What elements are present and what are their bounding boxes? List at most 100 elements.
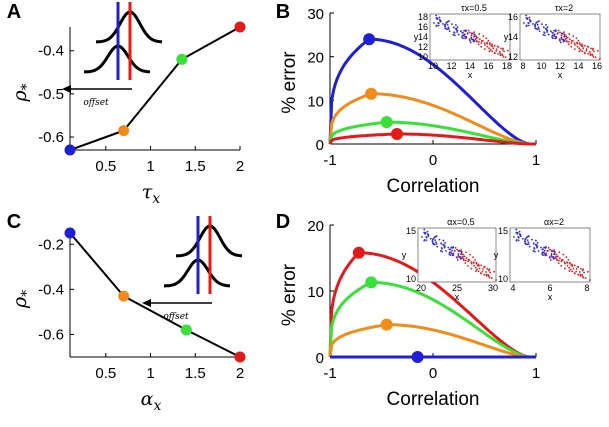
scatter-inset-1-red-dot — [467, 260, 470, 263]
scatter-inset-2-red-dot — [558, 257, 561, 260]
scatter-inset-1-red-dot — [499, 54, 502, 57]
scatter-inset-1-red-dot — [464, 259, 467, 262]
scatter-inset-1-red-dot — [486, 267, 489, 270]
scatter-inset-1-blue-dot — [452, 33, 455, 36]
scatter-inset-1-blue-dot — [429, 237, 432, 240]
scatter-inset-2-blue-dot — [543, 34, 546, 37]
scatter-inset-2-blue-dot — [551, 256, 554, 259]
scatter-inset-2-blue-dot — [542, 33, 545, 36]
scatter-inset-2-red-dot — [550, 252, 553, 255]
scatter-inset-1-red-dot — [482, 35, 485, 38]
scatter-inset-2-red-dot — [566, 36, 569, 39]
x-axis-label-sub: x — [152, 191, 160, 207]
series-marker-orange — [380, 318, 393, 331]
scatter-inset-1-red-dot — [503, 50, 505, 53]
scatter-inset-1-blue-dot — [445, 22, 447, 24]
scatter-inset-1-blue-dot — [453, 31, 456, 34]
scatter-inset-1-red-dot — [469, 31, 471, 34]
scatter-inset-1-blue-dot — [435, 243, 438, 245]
data-point — [176, 53, 188, 65]
scatter-inset-2-blue-dot — [528, 16, 531, 19]
scatter-inset-1-x-tick: 30 — [488, 283, 498, 293]
scatter-inset-1-red-dot — [488, 276, 491, 279]
scatter-inset-2-red-dot — [575, 268, 578, 270]
scatter-inset-2-title: αx=2 — [544, 217, 564, 227]
scatter-inset-2-blue-dot — [526, 239, 529, 242]
scatter-inset-1-blue-dot — [455, 29, 458, 31]
scatter-inset-2-red-dot — [582, 47, 585, 50]
scatter-inset-2-blue-dot — [526, 18, 529, 21]
scatter-inset-1-red-dot — [489, 48, 492, 51]
scatter-inset-1-red-dot — [475, 261, 478, 264]
scatter-inset-2-blue-dot — [534, 239, 537, 242]
x-axis-label: τx — [142, 181, 161, 207]
offset-arrow-head — [62, 85, 71, 93]
y-tick-label: 0 — [316, 137, 324, 154]
scatter-inset-2-blue-dot — [552, 34, 555, 37]
scatter-inset-1-x-tick: 16 — [483, 61, 493, 71]
y-tick-label: -0.5 — [38, 86, 64, 103]
scatter-inset-1-red-dot — [487, 275, 490, 278]
scatter-inset-1-blue-dot — [426, 230, 429, 233]
scatter-inset-1-blue-dot — [434, 239, 437, 242]
scatter-inset-2-blue-dot — [527, 241, 530, 244]
scatter-inset-1-blue-dot — [473, 35, 476, 38]
data-point — [64, 227, 76, 239]
data-point — [64, 144, 76, 156]
scatter-inset-2-red-dot — [568, 266, 571, 269]
scatter-inset-1-red-dot — [495, 48, 498, 51]
x-tick-label: 2 — [236, 365, 244, 382]
scatter-inset-2-red-dot — [597, 49, 599, 52]
scatter-inset-1-x-tick: 20 — [416, 283, 426, 293]
scatter-inset-2-blue-dot — [563, 35, 566, 38]
scatter-inset-2-blue-dot — [525, 14, 528, 17]
scatter-inset-1-red-dot — [492, 47, 495, 50]
scatter-inset-1-red-dot — [485, 37, 488, 40]
scatter-inset-2-y-tick: 12 — [508, 52, 518, 62]
scatter-inset-2-blue-dot — [513, 236, 515, 238]
offset-arrow-head — [142, 299, 151, 307]
scatter-inset-1-red-dot — [490, 277, 493, 279]
scatter-inset-1-red-dot — [495, 279, 497, 281]
rho-line — [69, 232, 241, 358]
scatter-inset-2-x-tick: 8 — [520, 61, 525, 71]
scatter-inset-2-blue-dot — [525, 25, 528, 28]
scatter-inset-2-blue-dot — [537, 249, 540, 252]
scatter-inset-1-red-dot — [466, 264, 469, 267]
panel-letter: C — [7, 211, 21, 233]
scatter-inset-1-red-dot — [482, 268, 484, 270]
scatter-inset-2-blue-dot — [535, 244, 538, 246]
x-axis-label-sub: x — [153, 398, 161, 414]
scatter-inset-2-blue-dot — [545, 252, 548, 255]
scatter-inset-1-blue-dot — [447, 28, 450, 30]
scatter-inset-1-blue-dot — [435, 14, 438, 17]
y-axis-label-sub: * — [19, 290, 35, 297]
scatter-inset-2-red-dot — [557, 262, 560, 264]
scatter-inset-2-blue-dot — [538, 30, 541, 33]
scatter-inset-2-red-dot — [580, 267, 582, 270]
scatter-inset-1-red-dot — [477, 43, 480, 46]
scatter-inset-1-blue-dot — [436, 18, 439, 21]
scatter-inset-2-red-dot — [573, 264, 576, 267]
scatter-inset-1-red-dot — [499, 52, 502, 55]
scatter-inset-2-x-tick: 10 — [536, 61, 546, 71]
scatter-inset-2-red-dot — [563, 267, 566, 270]
scatter-inset-1-red-dot — [504, 56, 507, 59]
scatter-inset-2-y-tick: 10 — [498, 274, 508, 284]
scatter-inset-1-red-dot — [470, 261, 473, 264]
scatter-inset-2-red-dot — [556, 259, 558, 262]
scatter-inset-1-blue-dot — [425, 236, 428, 239]
scatter-inset-2-blue-dot — [531, 238, 533, 241]
scatter-inset-2-red-dot — [555, 253, 558, 256]
scatter-inset-2-red-dot — [579, 273, 582, 276]
scatter-inset-2-blue-dot — [532, 242, 535, 245]
scatter-inset-2-blue-dot — [515, 239, 518, 242]
scatter-inset-2-blue-dot — [535, 22, 537, 24]
scatter-inset-2-red-dot — [567, 258, 570, 261]
scatter-inset-2-red-dot — [582, 276, 585, 279]
scatter-inset-2-y-label: y — [494, 250, 499, 260]
scatter-inset-2-blue-dot — [515, 231, 518, 234]
scatter-inset-2-red-dot — [568, 38, 571, 41]
